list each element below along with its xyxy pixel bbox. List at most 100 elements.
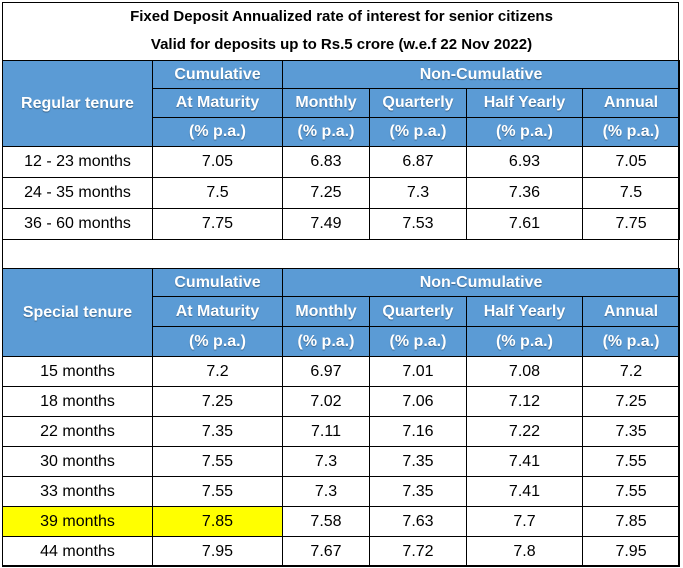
at-maturity-header: At Maturity: [152, 296, 283, 327]
tenure-cell: 18 months: [2, 386, 153, 417]
monthly-rate-cell: 7.3: [282, 476, 370, 507]
quarterly-rate-cell: 7.16: [369, 416, 467, 447]
annual-rate-cell: 7.55: [581, 476, 681, 507]
monthly-rate-cell: 7.02: [282, 386, 370, 417]
special-tenure-table: Special tenure Cumulative Non-Cumulative…: [2, 268, 681, 567]
cumulative-rate-cell: 7.25: [152, 386, 283, 417]
cumulative-header: Cumulative: [152, 268, 283, 297]
half-yearly-rate-cell: 7.41: [466, 476, 583, 507]
pct-header: (% p.a.): [466, 326, 583, 357]
pct-header: (% p.a.): [369, 117, 467, 147]
quarterly-rate-cell: 7.53: [369, 208, 467, 240]
cumulative-header: Cumulative: [152, 60, 283, 89]
pct-header: (% p.a.): [466, 117, 583, 147]
monthly-rate-cell: 7.11: [282, 416, 370, 447]
quarterly-rate-cell: 7.01: [369, 356, 467, 387]
pct-header: (% p.a.): [282, 117, 370, 147]
quarterly-rate-cell: 7.3: [369, 177, 467, 209]
half-yearly-rate-cell: 7.7: [466, 506, 583, 537]
annual-rate-cell: 7.55: [581, 446, 681, 477]
annual-rate-cell: 7.85: [581, 506, 681, 537]
table-row: 33 months 7.55 7.3 7.35 7.41 7.55: [2, 476, 681, 507]
pct-header: (% p.a.): [581, 117, 681, 147]
special-tenure-label: Special tenure: [2, 268, 153, 357]
pct-header: (% p.a.): [581, 326, 681, 357]
tenure-cell: 33 months: [2, 476, 153, 507]
cumulative-rate-cell: 7.5: [152, 177, 283, 209]
cumulative-rate-cell: 7.2: [152, 356, 283, 387]
monthly-rate-cell: 7.3: [282, 446, 370, 477]
table-row: 39 months 7.85 7.58 7.63 7.7 7.85: [2, 506, 681, 537]
monthly-rate-cell: 7.25: [282, 177, 370, 209]
monthly-rate-cell: 7.49: [282, 208, 370, 240]
pct-header: (% p.a.): [152, 326, 283, 357]
half-yearly-rate-cell: 7.8: [466, 536, 583, 567]
table-row: 30 months 7.55 7.3 7.35 7.41 7.55: [2, 446, 681, 477]
tenure-cell: 39 months: [2, 506, 153, 537]
cumulative-rate-cell: 7.95: [152, 536, 283, 567]
pct-header: (% p.a.): [369, 326, 467, 357]
quarterly-rate-cell: 7.63: [369, 506, 467, 537]
non-cumulative-header: Non-Cumulative: [281, 60, 681, 89]
annual-rate-cell: 7.05: [581, 146, 681, 178]
quarterly-rate-cell: 7.06: [369, 386, 467, 417]
quarterly-header: Quarterly: [369, 88, 467, 118]
quarterly-rate-cell: 6.87: [369, 146, 467, 178]
title-line-2: Valid for deposits up to Rs.5 crore (w.e…: [150, 36, 533, 53]
tenure-cell: 36 - 60 months: [2, 208, 153, 240]
monthly-rate-cell: 6.97: [282, 356, 370, 387]
at-maturity-header: At Maturity: [152, 88, 283, 118]
table-row: 18 months 7.25 7.02 7.06 7.12 7.25: [2, 386, 681, 417]
annual-rate-cell: 7.2: [581, 356, 681, 387]
cumulative-rate-cell: 7.75: [152, 208, 283, 240]
annual-rate-cell: 7.75: [581, 208, 681, 240]
quarterly-header: Quarterly: [369, 296, 467, 327]
cumulative-rate-cell: 7.55: [152, 446, 283, 477]
half-yearly-rate-cell: 7.61: [466, 208, 583, 240]
half-yearly-rate-cell: 6.93: [466, 146, 583, 178]
regular-tenure-label: Regular tenure: [2, 60, 153, 147]
annual-rate-cell: 7.5: [581, 177, 681, 209]
half-yearly-rate-cell: 7.08: [466, 356, 583, 387]
table-row: 22 months 7.35 7.11 7.16 7.22 7.35: [2, 416, 681, 447]
table-row: 44 months 7.95 7.67 7.72 7.8 7.95: [2, 536, 681, 567]
monthly-header: Monthly: [282, 88, 370, 118]
tenure-cell: 15 months: [2, 356, 153, 387]
pct-header: (% p.a.): [282, 326, 370, 357]
title-line-1: Fixed Deposit Annualized rate of interes…: [130, 8, 553, 25]
half-yearly-rate-cell: 7.22: [466, 416, 583, 447]
cumulative-rate-cell: 7.55: [152, 476, 283, 507]
tenure-cell: 24 - 35 months: [2, 177, 153, 209]
cumulative-rate-cell: 7.85: [152, 506, 283, 537]
annual-header: Annual: [581, 88, 681, 118]
tenure-cell: 22 months: [2, 416, 153, 447]
tenure-cell: 30 months: [2, 446, 153, 477]
non-cumulative-header: Non-Cumulative: [281, 268, 681, 297]
half-yearly-rate-cell: 7.12: [466, 386, 583, 417]
half-yearly-rate-cell: 7.41: [466, 446, 583, 477]
table-row: 24 - 35 months 7.5 7.25 7.3 7.36 7.5: [2, 177, 681, 209]
cumulative-rate-cell: 7.35: [152, 416, 283, 447]
half-yearly-rate-cell: 7.36: [466, 177, 583, 209]
annual-rate-cell: 7.95: [581, 536, 681, 567]
half-yearly-header: Half Yearly: [466, 296, 583, 327]
tenure-cell: 44 months: [2, 536, 153, 567]
table-row: 15 months 7.2 6.97 7.01 7.08 7.2: [2, 356, 681, 387]
quarterly-rate-cell: 7.35: [369, 446, 467, 477]
monthly-header: Monthly: [282, 296, 370, 327]
annual-rate-cell: 7.35: [581, 416, 681, 447]
quarterly-rate-cell: 7.72: [369, 536, 467, 567]
monthly-rate-cell: 7.67: [282, 536, 370, 567]
tenure-cell: 12 - 23 months: [2, 146, 153, 178]
monthly-rate-cell: 7.58: [282, 506, 370, 537]
pct-header: (% p.a.): [152, 117, 283, 147]
table-row: 36 - 60 months 7.75 7.49 7.53 7.61 7.75: [2, 208, 681, 240]
annual-rate-cell: 7.25: [581, 386, 681, 417]
half-yearly-header: Half Yearly: [466, 88, 583, 118]
regular-tenure-table: Regular tenure Cumulative Non-Cumulative…: [2, 60, 681, 240]
quarterly-rate-cell: 7.35: [369, 476, 467, 507]
table-row: 12 - 23 months 7.05 6.83 6.87 6.93 7.05: [2, 146, 681, 178]
cumulative-rate-cell: 7.05: [152, 146, 283, 178]
annual-header: Annual: [581, 296, 681, 327]
